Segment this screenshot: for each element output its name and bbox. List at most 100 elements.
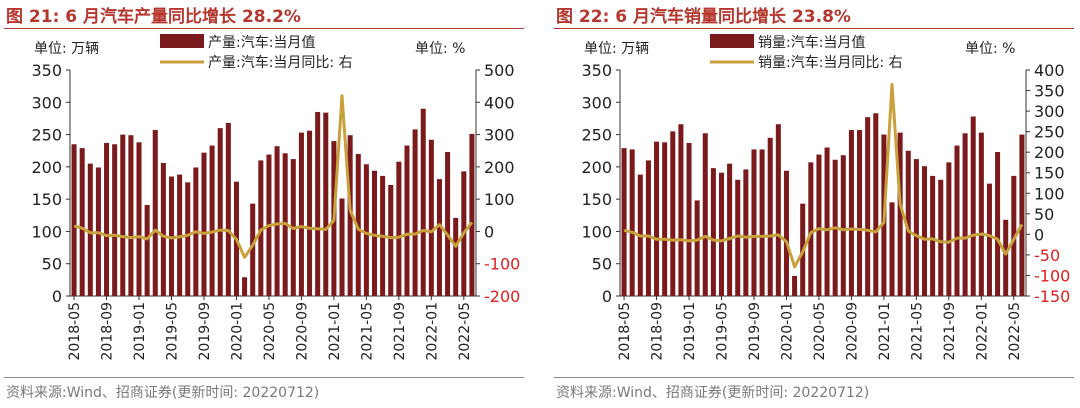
bar: [938, 179, 944, 296]
bar: [954, 145, 960, 296]
left-tick-label: 350: [31, 61, 62, 80]
bar: [718, 172, 725, 296]
x-tick-label: 2021-01: [327, 302, 343, 361]
left-tick-label: 200: [31, 158, 62, 177]
bar: [136, 142, 142, 296]
x-tick-label: 2020-01: [779, 302, 795, 361]
bar: [759, 149, 765, 296]
x-tick-label: 2020-05: [812, 302, 828, 361]
right-tick-label: 300: [484, 126, 515, 145]
x-tick-label: 2018-05: [617, 302, 633, 361]
bar: [995, 152, 1001, 296]
bar: [144, 204, 150, 296]
bar: [808, 162, 814, 296]
legend-bar-swatch: [710, 34, 754, 48]
left-tick-label: 250: [581, 126, 612, 145]
x-tick-label: 2019-09: [197, 302, 213, 361]
bar: [775, 124, 781, 297]
right-tick-label: 200: [484, 158, 515, 177]
bar: [840, 155, 846, 296]
left-tick-label: 300: [31, 93, 62, 112]
bar: [168, 176, 175, 296]
bar: [217, 128, 223, 296]
bar: [865, 117, 871, 296]
x-tick-label: 2019-01: [132, 302, 148, 361]
bar: [767, 137, 773, 296]
bar: [469, 133, 475, 296]
bar: [396, 161, 402, 296]
bar: [816, 154, 822, 296]
bar: [824, 147, 830, 296]
right-tick-label: 500: [484, 61, 515, 80]
x-tick-label: 2021-01: [877, 302, 893, 361]
bar: [177, 174, 183, 296]
bar: [873, 113, 879, 297]
right-tick-label: -50: [1034, 246, 1060, 265]
x-tick-label: 2019-05: [715, 302, 731, 361]
bar: [930, 175, 936, 296]
bar: [307, 130, 313, 296]
left-tick-label: 150: [581, 190, 612, 209]
x-tick-label: 2018-09: [650, 302, 666, 361]
bar: [209, 145, 215, 296]
bar: [1003, 219, 1009, 296]
bar: [654, 141, 660, 296]
right-tick-label: 0: [1034, 225, 1044, 244]
x-tick-label: 2020-09: [294, 302, 310, 361]
bar: [120, 134, 126, 296]
bar: [857, 130, 863, 296]
bar: [686, 142, 692, 296]
bar: [445, 152, 451, 296]
left-tick-label: 50: [592, 255, 612, 274]
bar: [347, 135, 353, 296]
right-tick-label: 100: [1034, 184, 1065, 203]
bar: [621, 148, 627, 296]
bar: [428, 139, 434, 296]
bar: [727, 163, 733, 296]
bar: [905, 150, 911, 296]
x-tick-label: 2022-05: [1007, 302, 1023, 361]
bar: [978, 132, 984, 296]
left-tick-label: 250: [31, 126, 62, 145]
source-note: 资料来源:Wind、招商证券(更新时间: 20220712): [556, 385, 870, 401]
right-tick-label: 400: [484, 93, 515, 112]
bar: [751, 149, 757, 296]
bar: [315, 111, 321, 296]
bar: [258, 160, 264, 296]
x-tick-label: 2022-01: [424, 302, 440, 361]
bar: [201, 152, 207, 296]
left-tick-label: 0: [602, 287, 612, 306]
bar: [792, 275, 798, 296]
bar: [371, 170, 378, 296]
right-tick-label: -150: [1034, 287, 1070, 306]
bar: [87, 163, 93, 296]
bar: [112, 144, 118, 296]
bar: [678, 124, 684, 297]
bar: [339, 198, 345, 296]
bar: [710, 168, 716, 296]
bar: [363, 164, 369, 296]
x-tick-label: 2019-01: [682, 302, 698, 361]
right-unit-label: 单位: %: [415, 41, 465, 57]
right-tick-label: 0: [484, 222, 494, 241]
bar: [970, 116, 976, 297]
yoy-line-series: [623, 82, 1024, 269]
chart-title: 图 22: 6 月汽车销量同比增长 23.8%: [556, 7, 851, 27]
bar: [629, 149, 635, 296]
bar: [225, 122, 231, 296]
legend-bar-label: 产量:汽车:当月值: [208, 34, 315, 51]
bar: [743, 169, 749, 296]
legend-line-label: 销量:汽车:当月同比: 右: [758, 54, 903, 71]
x-tick-label: 2019-09: [747, 302, 763, 361]
bar: [1011, 175, 1017, 296]
bar: [848, 130, 854, 296]
bar: [420, 108, 426, 296]
title-rule: [554, 28, 1074, 29]
left-unit-label: 单位: 万辆: [584, 41, 649, 57]
x-tick-label: 2020-09: [844, 302, 860, 361]
yoy-line-series: [73, 94, 474, 259]
right-tick-label: 250: [1034, 123, 1065, 142]
